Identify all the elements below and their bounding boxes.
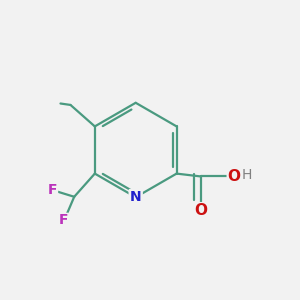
Text: F: F <box>59 213 68 227</box>
Text: O: O <box>227 169 240 184</box>
Text: O: O <box>194 203 207 218</box>
Text: N: N <box>130 190 142 204</box>
Text: F: F <box>48 183 58 197</box>
Text: H: H <box>242 168 252 182</box>
